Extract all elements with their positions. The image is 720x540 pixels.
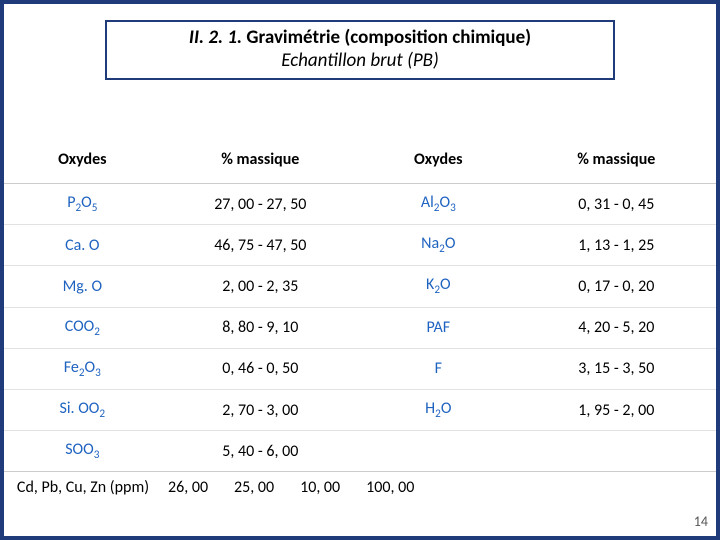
value-cell: 4, 20 - 5, 20 <box>517 307 716 348</box>
value-cell: 5, 40 - 6, 00 <box>161 431 360 472</box>
page-number: 14 <box>694 513 708 530</box>
value-cell: 0, 17 - 0, 20 <box>517 266 716 307</box>
table-row: Fe2O30, 46 - 0, 50F3, 15 - 3, 50 <box>4 348 716 389</box>
composition-table: Oxydes % massique Oxydes % massique P2O5… <box>4 136 716 472</box>
oxyde-cell: Mg. O <box>4 266 161 307</box>
title-main: Gravimétrie (composition chimique) <box>246 26 531 49</box>
oxyde-cell <box>360 431 517 472</box>
oxyde-cell: PAF <box>360 307 517 348</box>
value-cell: 27, 00 - 27, 50 <box>161 184 360 225</box>
oxyde-cell: SOO3 <box>4 431 161 472</box>
value-cell: 3, 15 - 3, 50 <box>517 348 716 389</box>
oxyde-cell: H2O <box>360 389 517 430</box>
oxyde-cell: Na2O <box>360 225 517 266</box>
table-body: P2O527, 00 - 27, 50Al2O30, 31 - 0, 45Ca.… <box>4 184 716 472</box>
value-cell: 1, 95 - 2, 00 <box>517 389 716 430</box>
title-prefix: II. 2. 1. <box>189 26 242 49</box>
table-row: COO28, 80 - 9, 10PAF4, 20 - 5, 20 <box>4 307 716 348</box>
footer-value: 100, 00 <box>366 478 414 497</box>
table-row: Si. OO22, 70 - 3, 00H2O1, 95 - 2, 00 <box>4 389 716 430</box>
table-row: SOO35, 40 - 6, 00 <box>4 431 716 472</box>
oxyde-cell: Al2O3 <box>360 184 517 225</box>
table-row: Mg. O2, 00 - 2, 35K2O0, 17 - 0, 20 <box>4 266 716 307</box>
title-line-1: II. 2. 1. Gravimétrie (composition chimi… <box>117 26 603 49</box>
oxyde-cell: Fe2O3 <box>4 348 161 389</box>
footer-value: 25, 00 <box>234 478 274 497</box>
value-cell: 8, 80 - 9, 10 <box>161 307 360 348</box>
oxyde-cell: Si. OO2 <box>4 389 161 430</box>
oxyde-cell: Ca. O <box>4 225 161 266</box>
table-row: Ca. O46, 75 - 47, 50Na2O1, 13 - 1, 25 <box>4 225 716 266</box>
value-cell: 2, 00 - 2, 35 <box>161 266 360 307</box>
value-cell: 0, 46 - 0, 50 <box>161 348 360 389</box>
value-cell: 0, 31 - 0, 45 <box>517 184 716 225</box>
table-row: P2O527, 00 - 27, 50Al2O30, 31 - 0, 45 <box>4 184 716 225</box>
header-massique-1: % massique <box>161 136 360 184</box>
value-cell <box>517 431 716 472</box>
footer-value: 10, 00 <box>300 478 340 497</box>
title-subtitle: Echantillon brut (PB) <box>117 49 603 72</box>
footer-row: Cd, Pb, Cu, Zn (ppm) 26, 00 25, 00 10, 00 1… <box>4 472 716 497</box>
table-container: Oxydes % massique Oxydes % massique P2O5… <box>4 136 716 497</box>
value-cell: 46, 75 - 47, 50 <box>161 225 360 266</box>
footer-label: Cd, Pb, Cu, Zn (ppm) <box>4 478 162 497</box>
value-cell: 1, 13 - 1, 25 <box>517 225 716 266</box>
header-massique-2: % massique <box>517 136 716 184</box>
oxyde-cell: P2O5 <box>4 184 161 225</box>
value-cell: 2, 70 - 3, 00 <box>161 389 360 430</box>
footer-values: 26, 00 25, 00 10, 00 100, 00 <box>162 478 414 497</box>
oxyde-cell: K2O <box>360 266 517 307</box>
oxyde-cell: F <box>360 348 517 389</box>
oxyde-cell: COO2 <box>4 307 161 348</box>
header-oxydes-1: Oxydes <box>4 136 161 184</box>
footer-value: 26, 00 <box>168 478 208 497</box>
header-oxydes-2: Oxydes <box>360 136 517 184</box>
title-box: II. 2. 1. Gravimétrie (composition chimi… <box>105 20 615 80</box>
